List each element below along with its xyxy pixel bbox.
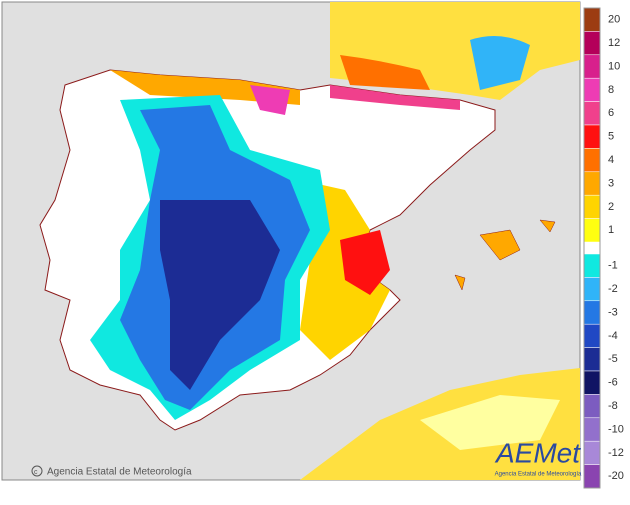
legend-label: -4 [608, 330, 618, 342]
legend-label: 5 [608, 131, 614, 143]
legend-swatch [583, 171, 601, 196]
france-warm [340, 55, 430, 90]
logo-subtitle: Agencia Estatal de Meteorología [495, 472, 582, 478]
legend-label: 6 [608, 107, 614, 119]
legend-swatch [583, 148, 601, 173]
credit: Agencia Estatal de Meteorología [47, 467, 192, 478]
balearic [454, 219, 556, 291]
valencia-hot [340, 230, 390, 295]
legend-label: 1 [608, 224, 614, 236]
legend-label: 3 [608, 177, 614, 189]
legend-frame [583, 7, 601, 489]
legend-label: -1 [608, 260, 618, 272]
logo: AEMet Agencia Estatal de Meteorología [494, 437, 582, 477]
legend-label: 4 [608, 154, 614, 166]
legend-swatch [583, 101, 601, 126]
center-coldest [160, 200, 280, 390]
legend-swatch [583, 277, 601, 302]
france-cold [470, 36, 530, 90]
legend-swatch [583, 218, 601, 243]
legend-swatch [583, 417, 601, 442]
pyrenees-hot [330, 85, 460, 110]
legend-swatch [583, 77, 601, 102]
legend-label: -8 [608, 400, 618, 412]
legend-swatch [583, 370, 601, 395]
legend-swatch [583, 300, 601, 325]
legend-label: -12 [608, 447, 624, 459]
legend-swatch [583, 440, 601, 465]
legend-swatch [583, 394, 601, 419]
legend-label: 10 [608, 60, 620, 72]
copyright-c: c [34, 469, 38, 476]
legend-label: 8 [608, 84, 614, 96]
legend-swatch [583, 54, 601, 79]
cantabria-hot [250, 85, 290, 115]
legend-label: 20 [608, 14, 620, 26]
legend-swatch [583, 31, 601, 56]
legend-label: -3 [608, 306, 618, 318]
legend-swatch [583, 347, 601, 372]
legend-label: -2 [608, 283, 618, 295]
legend-label: 2 [608, 201, 614, 213]
legend-swatch [583, 124, 601, 149]
logo-name: AEMet [494, 437, 581, 468]
legend: 20 12 10 8 6 5 4 3 2 1 -1 -2 -3 -4 -5 -6 -8 -10 -12 -20 [583, 7, 624, 489]
legend-label: 12 [608, 37, 620, 49]
legend-swatch [583, 253, 601, 278]
map [1, 1, 581, 481]
legend-label: -6 [608, 377, 618, 389]
copyright-icon [31, 465, 43, 477]
legend-label: -20 [608, 470, 624, 482]
legend-label: -10 [608, 423, 624, 435]
legend-swatch [583, 194, 601, 219]
legend-label: -5 [608, 353, 618, 365]
north-coast [110, 70, 300, 105]
legend-swatch [583, 464, 601, 489]
legend-swatch [583, 323, 601, 348]
africa-light [420, 395, 560, 450]
legend-swatch [583, 7, 601, 32]
